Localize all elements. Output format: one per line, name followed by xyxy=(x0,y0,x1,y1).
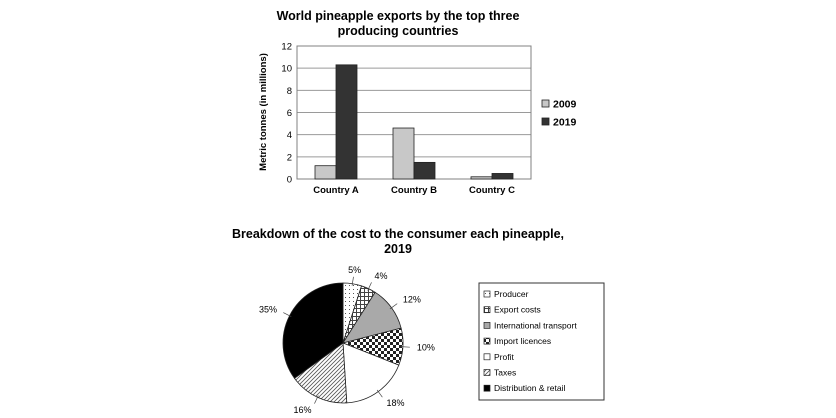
pie-legend-swatch xyxy=(483,337,491,345)
bar-country-c-2009 xyxy=(470,176,493,180)
pie-legend-label: Producer xyxy=(494,289,529,299)
pie-legend-swatch xyxy=(483,306,491,314)
bar-country-b-2009 xyxy=(392,127,415,180)
bar-country-c-2019 xyxy=(491,173,514,180)
bar-y-axis-label: Metric tonnes (in millions) xyxy=(258,53,269,171)
bar-x-tick-label: Country C xyxy=(469,185,515,196)
bar-marks xyxy=(314,64,514,180)
bar-chart-title-line-1: World pineapple exports by the top three xyxy=(277,9,520,23)
bar-x-tick-labels: Country A Country B Country C xyxy=(313,185,515,196)
pie-legend-swatch xyxy=(483,322,491,329)
pie-slice-label: 18% xyxy=(386,398,404,408)
pie-label-leader xyxy=(314,395,319,404)
pie-chart: Breakdown of the cost to the consumer ea… xyxy=(232,227,605,415)
bar-legend-label: 2019 xyxy=(553,117,577,129)
pie-slice-label: 16% xyxy=(293,405,311,415)
pie-chart-title-line-2: 2019 xyxy=(384,242,412,256)
pie-legend-swatch xyxy=(483,353,491,361)
pie-slice-labels: 5% 4% 12% 10% 18% 16% 35% xyxy=(259,265,435,415)
bar-y-tick-label: 10 xyxy=(281,64,292,75)
bar-y-tick-label: 8 xyxy=(287,86,292,97)
pie-slice-label: 10% xyxy=(417,343,435,353)
pie-legend-label: Distribution & retail xyxy=(494,383,565,393)
pie-legend-swatch xyxy=(483,384,491,392)
pie-slice-label: 12% xyxy=(403,295,421,305)
pie-label-leader xyxy=(389,303,398,310)
bar-legend-swatch xyxy=(541,99,550,108)
bar-y-tick-label: 0 xyxy=(287,175,292,186)
bar-legend: 2009 2019 xyxy=(541,99,577,129)
pie-label-leader xyxy=(351,276,354,286)
bar-legend-label: 2009 xyxy=(553,99,577,111)
bar-country-a-2019 xyxy=(335,64,358,180)
pie-legend-label: Import licences xyxy=(494,336,551,346)
pie-legend-label: International transport xyxy=(494,320,577,330)
bar-x-tick-label: Country B xyxy=(391,185,437,196)
pie-legend-label: Taxes xyxy=(494,368,516,378)
bar-legend-swatch xyxy=(541,117,550,126)
bar-y-tick-label: 12 xyxy=(281,42,292,53)
bar-country-b-2019 xyxy=(413,161,436,180)
pie-slice-label: 4% xyxy=(375,271,388,281)
pie-chart-title-line-1: Breakdown of the cost to the consumer ea… xyxy=(232,227,564,241)
bar-country-a-2009 xyxy=(314,165,337,180)
pie-legend-label: Export costs xyxy=(494,305,541,315)
bar-y-tick-label: 6 xyxy=(287,108,292,119)
pie-slice-label: 5% xyxy=(348,265,361,275)
bar-chart: World pineapple exports by the top three… xyxy=(258,9,577,196)
pie-legend-swatch xyxy=(483,290,491,298)
pie-legend-swatch xyxy=(483,369,491,376)
bar-y-tick-labels: 0 2 4 6 8 10 12 xyxy=(281,42,292,186)
pie-label-leader xyxy=(400,346,410,348)
pie-label-leader xyxy=(367,282,372,291)
bar-chart-title-line-2: producing countries xyxy=(338,24,459,38)
bar-x-tick-label: Country A xyxy=(313,185,359,196)
bar-y-tick-label: 2 xyxy=(287,152,292,163)
pie-label-leader xyxy=(376,389,383,398)
pie-slice-label: 35% xyxy=(259,304,277,314)
pie-legend-label: Profit xyxy=(494,352,514,362)
pie-legend-box xyxy=(478,282,605,401)
pie-label-leader xyxy=(283,312,292,317)
pie-legend: Producer Export costs International transp… xyxy=(478,282,605,401)
bar-y-tick-label: 4 xyxy=(287,130,292,141)
pie-slices xyxy=(282,282,404,404)
